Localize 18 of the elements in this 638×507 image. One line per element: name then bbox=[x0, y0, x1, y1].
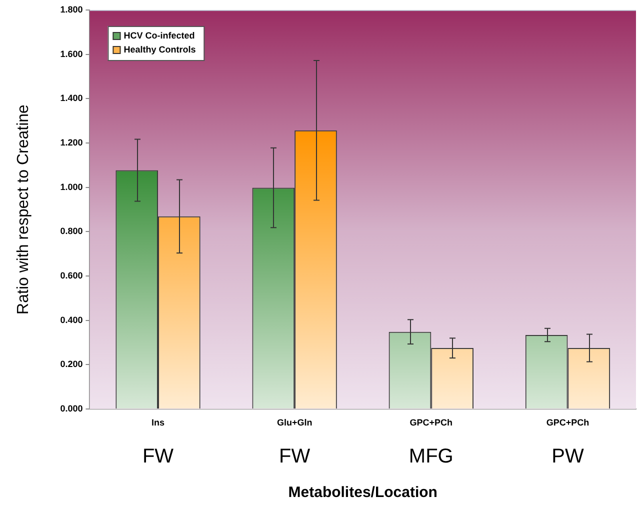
category-label: GPC+PCh PW bbox=[546, 417, 590, 468]
y-tick-label: 0.600 bbox=[60, 270, 83, 280]
legend-label: HCV Co-infected bbox=[124, 30, 195, 40]
y-axis-title: Ratio with respect to Creatine bbox=[15, 104, 32, 314]
category-label: GPC+PCh MFG bbox=[408, 417, 454, 468]
legend-label: Healthy Controls bbox=[124, 44, 196, 54]
category-label: Ins FW bbox=[142, 417, 174, 468]
y-tick-label: 0.200 bbox=[60, 359, 83, 370]
x-axis-title: Metabolites/Location bbox=[288, 484, 438, 502]
y-tick-label: 1.600 bbox=[60, 48, 83, 59]
y-tick-label: 0.000 bbox=[60, 403, 83, 414]
y-tick-label: 0.800 bbox=[60, 226, 83, 236]
y-tick-label: 1.200 bbox=[60, 137, 83, 148]
y-tick-label: 1.000 bbox=[60, 182, 83, 192]
y-tick-label: 1.800 bbox=[60, 4, 83, 14]
y-tick-label: 1.400 bbox=[60, 93, 83, 104]
y-tick-label: 0.400 bbox=[60, 314, 83, 325]
category-label: Glu+Gln FW bbox=[276, 417, 312, 468]
